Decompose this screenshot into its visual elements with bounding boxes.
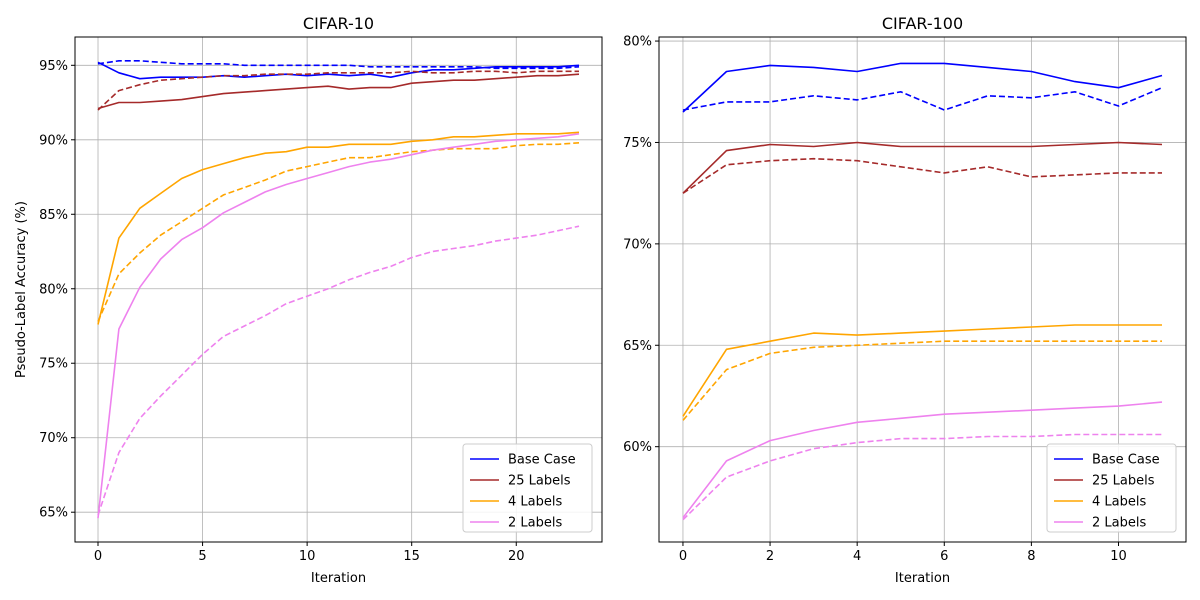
cifar10-series-4-labels-solid <box>97 131 580 325</box>
cifar10-ytick-label-1: 70% <box>39 431 68 446</box>
cifar10-xtick-label-3: 15 <box>403 549 420 564</box>
cifar10-legend-label-base-case: Base Case <box>508 453 576 468</box>
cifar100-ytick-label-2: 70% <box>623 237 652 252</box>
cifar100-legend-label-2-labels: 2 Labels <box>1092 516 1146 531</box>
cifar100-legend-label-4-labels: 4 Labels <box>1092 495 1146 510</box>
cifar100-series-base-case-solid <box>682 62 1163 113</box>
cifar100-ytick-label-4: 80% <box>623 35 652 50</box>
cifar10-ytick-label-6: 95% <box>39 59 68 74</box>
cifar10-ytick-label-0: 65% <box>39 506 68 521</box>
cifar100-series-group <box>682 62 1163 521</box>
cifar10-xtick-label-4: 20 <box>508 549 525 564</box>
cifar100-series-25-labels-solid <box>682 141 1163 194</box>
cifar100-legend-box <box>1046 443 1177 533</box>
cifar10-legend-label-2-labels: 2 Labels <box>508 516 562 531</box>
cifar10-series-2-labels-solid <box>97 133 580 519</box>
cifar100-xtick-label-3: 6 <box>940 549 948 564</box>
cifar100-xtick-label-5: 10 <box>1110 549 1127 564</box>
cifar10-legend: Base Case 25 Labels 4 Labels 2 Labels <box>462 443 593 533</box>
cifar10-xtick-label-1: 5 <box>198 549 206 564</box>
cifar100-series-4-labels-dashed <box>682 340 1162 421</box>
cifar10-legend-box <box>462 443 593 533</box>
cifar100-series-2-labels-dashed <box>682 433 1162 521</box>
cifar100-ytick-label-3: 75% <box>623 136 652 151</box>
cifar100-xlabel: Iteration <box>895 571 950 586</box>
cifar10-series-base-case-solid <box>97 61 580 80</box>
cifar10-legend-label-25-labels: 25 Labels <box>508 474 571 489</box>
cifar100-ytick-label-0: 60% <box>623 440 652 455</box>
cifar10-series-group <box>97 59 580 519</box>
cifar100-axes-frame <box>658 36 1187 543</box>
cifar10-legend-label-4-labels: 4 Labels <box>508 495 562 510</box>
cifar100-series-4-labels-solid <box>682 324 1162 417</box>
cifar10-title: CIFAR-10 <box>303 14 374 33</box>
cifar100-xtick-label-1: 2 <box>766 549 774 564</box>
cifar100-series-base-case-dashed <box>682 86 1163 111</box>
cifar10-series-2-labels-dashed <box>97 225 580 516</box>
cifar10-xtick-label-0: 0 <box>94 549 102 564</box>
cifar100-xtick-label-2: 4 <box>853 549 861 564</box>
cifar10-ytick-label-4: 85% <box>39 208 68 223</box>
cifar10-ylabel: Pseudo-Label Accuracy (%) <box>14 201 29 378</box>
cifar100-legend-label-base-case: Base Case <box>1092 453 1160 468</box>
cifar100-series-25-labels-dashed <box>682 157 1162 194</box>
cifar10-series-25-labels-solid <box>97 73 580 110</box>
cifar100-ytick-label-1: 65% <box>623 339 652 354</box>
cifar10-series-25-labels-dashed <box>97 70 579 111</box>
cifar10-panel: 0 5 10 15 20 65% 70% 75% 80% 85% 90% 95% CIFAR-10 Ite… <box>14 14 603 586</box>
cifar10-xlabel: Iteration <box>311 571 366 586</box>
cifar10-ytick-label-2: 75% <box>39 357 68 372</box>
cifar10-series-base-case-dashed <box>97 59 580 70</box>
cifar100-panel: 0 2 4 6 8 10 60% 65% 70% 75% 80% CIFAR-100 Iteration… <box>623 14 1187 586</box>
cifar100-legend-label-25-labels: 25 Labels <box>1092 474 1155 489</box>
cifar10-ytick-label-5: 90% <box>39 133 68 148</box>
cifar10-series-4-labels-dashed <box>97 142 580 322</box>
cifar100-xtick-label-4: 8 <box>1027 549 1035 564</box>
cifar10-axes-frame <box>74 36 603 543</box>
cifar100-xtick-label-0: 0 <box>679 549 687 564</box>
cifar100-series-2-labels-solid <box>682 401 1163 519</box>
cifar10-ytick-label-3: 80% <box>39 282 68 297</box>
cifar100-title: CIFAR-100 <box>882 14 963 33</box>
cifar100-legend: Base Case 25 Labels 4 Labels 2 Labels <box>1046 443 1177 533</box>
cifar10-xtick-label-2: 10 <box>299 549 316 564</box>
